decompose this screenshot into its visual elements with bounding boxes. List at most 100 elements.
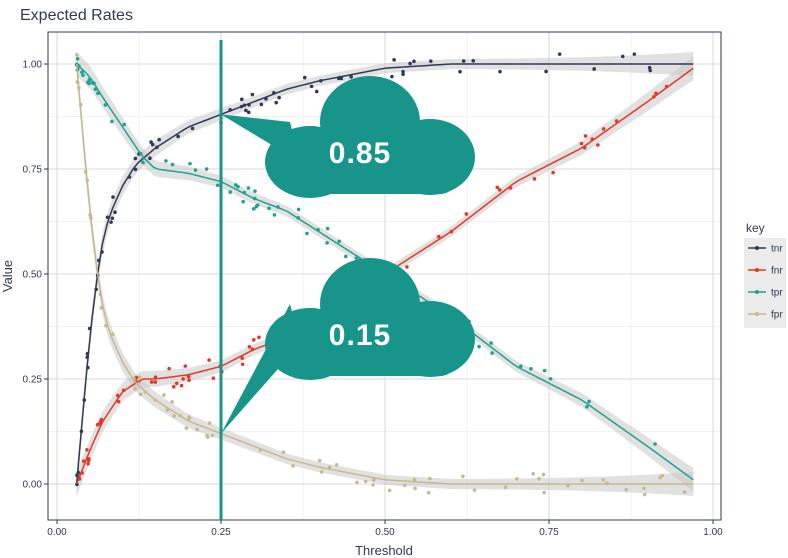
point-tnr — [349, 74, 353, 79]
callout-text: 0.85 — [329, 137, 391, 170]
x-tick-label: 0.50 — [375, 527, 395, 538]
callout-tail — [221, 114, 300, 162]
point-tnr — [274, 100, 279, 105]
point-tnr — [544, 69, 548, 74]
point-tpr — [490, 351, 494, 355]
point-fnr — [497, 188, 502, 192]
legend-label-fpr: fpr — [771, 310, 783, 321]
point-fnr — [251, 338, 256, 342]
point-tnr — [277, 95, 281, 100]
point-fnr — [207, 358, 211, 362]
point-tnr — [412, 59, 416, 64]
point-fpr — [281, 450, 286, 454]
point-tpr — [587, 399, 591, 404]
point-fnr — [149, 380, 154, 384]
point-fnr — [174, 381, 179, 386]
y-tick-label: 0.00 — [23, 480, 43, 491]
point-tnr — [408, 61, 412, 66]
point-tpr — [122, 122, 126, 127]
point-tnr — [244, 108, 248, 113]
point-tnr — [620, 54, 625, 59]
point-tpr — [86, 80, 90, 85]
point-tpr — [251, 207, 256, 211]
point-fpr — [580, 478, 584, 483]
x-axis-title: Threshold — [355, 543, 413, 558]
line-tnr — [75, 63, 694, 485]
point-tpr — [75, 57, 80, 61]
point-fpr — [195, 427, 199, 432]
line-fpr — [75, 63, 694, 485]
point-fpr — [111, 332, 115, 337]
point-fnr — [211, 376, 216, 380]
point-tpr — [325, 241, 329, 245]
point-tnr — [110, 216, 115, 221]
point-tnr — [648, 68, 652, 73]
point-fnr — [179, 383, 184, 388]
point-tnr — [259, 102, 264, 107]
point-fnr — [183, 364, 188, 368]
y-tick-label: 1.00 — [23, 60, 43, 71]
point-tpr — [272, 213, 277, 217]
point-tpr — [354, 256, 359, 260]
callout-0: 0.85 — [221, 76, 475, 198]
point-fnr — [614, 119, 619, 123]
point-fnr — [116, 399, 121, 404]
point-fnr — [171, 384, 176, 389]
point-tpr — [141, 160, 145, 165]
point-fpr — [642, 492, 647, 497]
point-fpr — [503, 485, 508, 490]
point-tpr — [193, 168, 198, 172]
point-fpr — [334, 463, 339, 467]
y-tick-label: 0.25 — [23, 375, 43, 386]
point-fpr — [138, 392, 143, 397]
point-fnr — [551, 170, 555, 175]
point-tnr — [471, 58, 476, 63]
point-fpr — [624, 487, 629, 492]
point-fnr — [87, 457, 91, 461]
point-tnr — [250, 92, 255, 97]
point-fpr — [210, 433, 215, 438]
point-tpr — [542, 368, 547, 373]
point-fpr — [363, 479, 368, 484]
legend-background — [744, 238, 786, 328]
point-fpr — [542, 490, 546, 495]
point-tnr — [157, 137, 161, 142]
point-tnr — [133, 167, 138, 172]
point-tpr — [305, 231, 309, 236]
point-fpr — [291, 464, 295, 468]
point-fnr — [532, 177, 537, 181]
point-fpr — [137, 375, 142, 380]
point-fpr — [355, 480, 359, 485]
point-fpr — [170, 400, 174, 404]
point-tnr — [246, 110, 251, 115]
tick-labels: 0.00 0.25 0.50 0.75 1.00 0.00 0.25 0.50 0.75 1.00 — [23, 60, 724, 539]
point-tpr — [241, 199, 246, 204]
point-fpr — [426, 490, 431, 495]
point-fpr — [682, 490, 687, 494]
point-fpr — [428, 476, 432, 481]
point-fpr — [472, 488, 477, 492]
point-tnr — [150, 142, 155, 147]
point-fpr — [99, 305, 104, 310]
point-tpr — [653, 442, 657, 446]
point-fnr — [187, 378, 191, 383]
point-tnr — [592, 67, 596, 71]
point-tpr — [110, 119, 114, 124]
point-tpr — [344, 254, 348, 259]
point-tnr — [176, 134, 180, 139]
point-fnr — [247, 345, 252, 349]
point-fpr — [566, 484, 570, 488]
point-tnr — [309, 84, 314, 89]
point-fpr — [537, 477, 541, 481]
y-axis-title: Value — [0, 260, 15, 292]
x-tick-label: 0.75 — [539, 527, 559, 538]
point-tnr — [133, 156, 138, 161]
callout-1: 0.15 — [221, 258, 475, 434]
point-fpr — [133, 387, 137, 391]
legend-label-tpr: tpr — [771, 288, 783, 299]
point-tnr — [113, 210, 117, 215]
point-fpr — [461, 474, 465, 479]
point-fnr — [240, 356, 244, 360]
point-fpr — [601, 478, 606, 482]
point-tnr — [302, 75, 307, 80]
